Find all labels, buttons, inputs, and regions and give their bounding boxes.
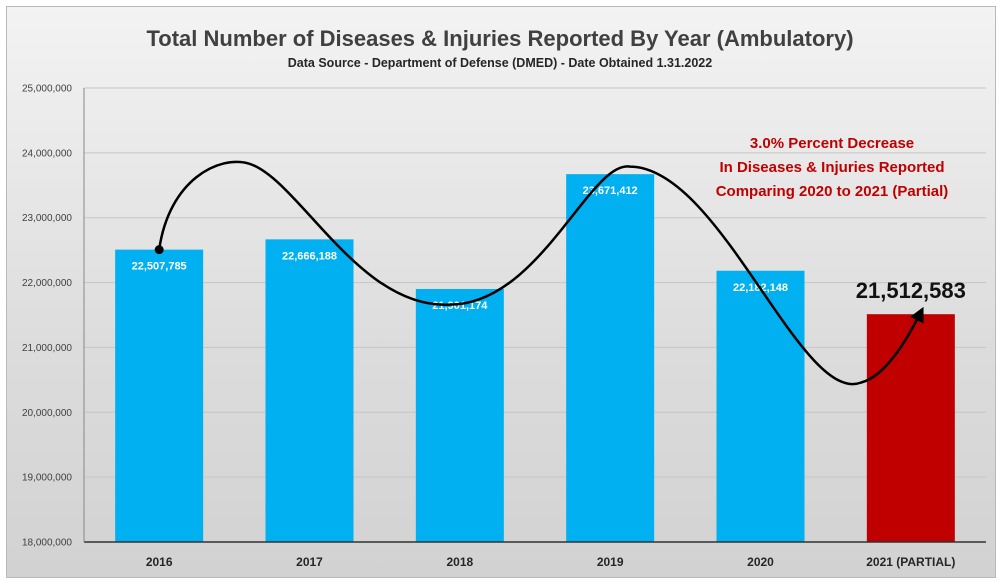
annotation-line-2: In Diseases & Injuries Reported [719, 159, 944, 176]
x-tick-label: 2019 [597, 555, 624, 569]
x-axis-ticks: 2016 2017 2018 2019 2020 2021 (PARTIAL) [146, 555, 956, 569]
y-tick-label: 22,000,000 [22, 278, 72, 289]
x-tick-label: 2021 (PARTIAL) [866, 555, 955, 569]
chart-title: Total Number of Diseases & Injuries Repo… [146, 26, 853, 51]
y-tick-label: 19,000,000 [22, 473, 72, 484]
y-tick-label: 24,000,000 [22, 148, 72, 159]
annotation-line-1: 3.0% Percent Decrease [750, 135, 914, 152]
bar-2018 [415, 288, 504, 542]
x-tick-label: 2017 [296, 555, 323, 569]
data-label: 21,901,174 [432, 300, 488, 312]
x-tick-label: 2020 [747, 555, 774, 569]
y-tick-label: 21,000,000 [22, 343, 72, 354]
trend-curve [154, 160, 924, 386]
y-tick-label: 25,000,000 [22, 84, 72, 95]
trend-curve-path [157, 160, 924, 386]
annotation-line-3: Comparing 2020 to 2021 (Partial) [716, 183, 949, 200]
data-label: 23,671,412 [583, 185, 638, 197]
y-tick-label: 20,000,000 [22, 408, 72, 419]
bar-2021-partial [866, 314, 955, 542]
x-tick-label: 2016 [146, 555, 173, 569]
bar-2016 [115, 249, 204, 542]
y-tick-label: 18,000,000 [22, 538, 72, 549]
annotation: 3.0% Percent Decrease In Diseases & Inju… [716, 135, 949, 200]
data-label-highlight: 21,512,583 [856, 278, 966, 303]
bars: 22,507,785 22,666,188 21,901,174 23,671,412… [115, 174, 966, 542]
bar-2020 [716, 270, 805, 542]
data-label: 22,507,785 [132, 261, 187, 273]
x-tick-label: 2018 [446, 555, 473, 569]
trend-curve-start-dot [154, 245, 164, 255]
y-axis-ticks: 18,000,000 19,000,000 20,000,000 21,000,000… [22, 84, 72, 549]
bar-2017 [265, 239, 354, 542]
y-tick-label: 23,000,000 [22, 213, 72, 224]
bar-2019 [566, 174, 655, 542]
chart-subtitle: Data Source - Department of Defense (DME… [288, 56, 712, 70]
data-label: 22,666,188 [282, 250, 337, 262]
gridlines [84, 87, 986, 543]
